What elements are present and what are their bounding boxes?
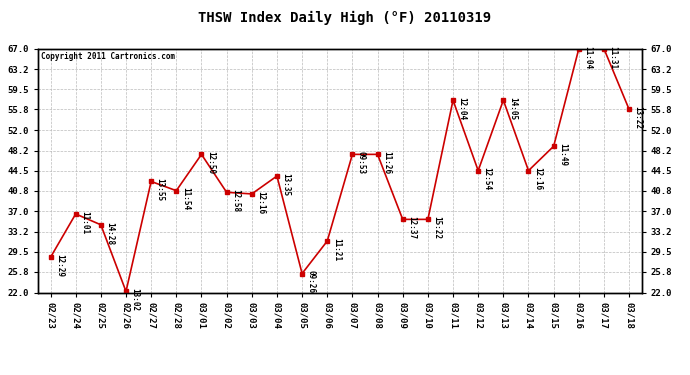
Text: THSW Index Daily High (°F) 20110319: THSW Index Daily High (°F) 20110319 bbox=[199, 11, 491, 26]
Text: 11:26: 11:26 bbox=[382, 151, 391, 174]
Text: 12:54: 12:54 bbox=[483, 167, 492, 190]
Text: 12:50: 12:50 bbox=[206, 151, 215, 174]
Text: 12:16: 12:16 bbox=[533, 167, 542, 190]
Text: 12:29: 12:29 bbox=[55, 254, 64, 277]
Text: 12:58: 12:58 bbox=[231, 189, 240, 212]
Text: 14:28: 14:28 bbox=[106, 222, 115, 245]
Text: 14:05: 14:05 bbox=[508, 97, 517, 120]
Text: Copyright 2011 Cartronics.com: Copyright 2011 Cartronics.com bbox=[41, 53, 175, 62]
Text: 15:22: 15:22 bbox=[433, 216, 442, 239]
Text: 11:04: 11:04 bbox=[583, 45, 592, 69]
Text: 11:01: 11:01 bbox=[80, 211, 89, 234]
Text: 13:55: 13:55 bbox=[156, 178, 165, 201]
Text: 12:37: 12:37 bbox=[407, 216, 416, 239]
Text: 09:53: 09:53 bbox=[357, 151, 366, 174]
Text: 13:35: 13:35 bbox=[282, 173, 290, 196]
Text: 12:16: 12:16 bbox=[256, 190, 266, 214]
Text: 11:31: 11:31 bbox=[609, 45, 618, 69]
Text: 11:49: 11:49 bbox=[558, 143, 567, 166]
Text: 13:22: 13:22 bbox=[633, 106, 642, 129]
Text: 09:26: 09:26 bbox=[306, 270, 315, 293]
Text: 11:21: 11:21 bbox=[332, 238, 341, 261]
Text: 11:54: 11:54 bbox=[181, 188, 190, 210]
Text: 13:02: 13:02 bbox=[130, 288, 139, 311]
Text: 12:04: 12:04 bbox=[457, 97, 466, 120]
